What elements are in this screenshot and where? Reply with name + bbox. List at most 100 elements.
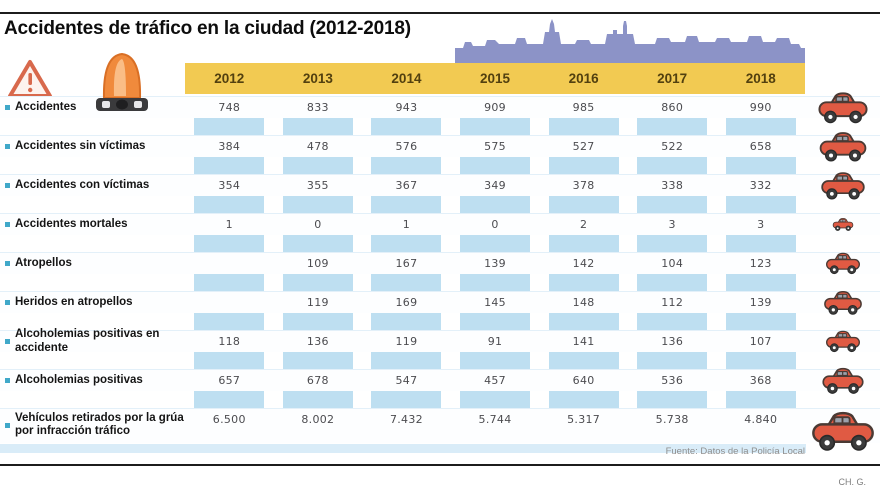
- value-cell: 1: [225, 218, 233, 231]
- value-cell: 527: [572, 140, 595, 153]
- year-column-label: 2014: [391, 71, 422, 86]
- bullet-icon: [5, 222, 10, 227]
- value-cell: 139: [749, 296, 772, 309]
- warning-triangle-icon: [8, 60, 52, 98]
- stripe-block: [460, 313, 530, 330]
- stripe-block: [637, 196, 708, 213]
- stripe-block: [282, 196, 353, 213]
- value-cell: 367: [395, 179, 418, 192]
- row-label-text: Accidentes con víctimas: [15, 178, 150, 191]
- stripe-block: [282, 235, 353, 252]
- value-cell: 136: [661, 335, 684, 348]
- bullet-icon: [5, 144, 10, 149]
- row-label: Alcoholemias positivas: [0, 374, 185, 387]
- value-cell: 657: [218, 374, 241, 387]
- car-icon: [817, 90, 869, 126]
- column-stripe-band: [0, 391, 880, 408]
- bullet-icon: [5, 183, 10, 188]
- value-cell: 355: [306, 179, 329, 192]
- table-row: Heridos en atropellos 119 169 145 148 112 139: [0, 291, 880, 313]
- stripe-block: [548, 274, 619, 291]
- value-cell: 5.317: [567, 413, 601, 426]
- stripe-block: [725, 391, 796, 408]
- car-icon: [820, 170, 866, 202]
- value-cell: 8.002: [301, 413, 335, 426]
- value-cell: 536: [661, 374, 684, 387]
- stripe-block: [725, 157, 796, 174]
- value-cell: 141: [572, 335, 595, 348]
- row-label-text: Accidentes mortales: [15, 217, 128, 230]
- column-stripe-band: [0, 235, 880, 252]
- value-cell: 145: [484, 296, 506, 309]
- stripe-block: [460, 391, 530, 408]
- stripe-block: [548, 118, 619, 135]
- value-cell: 943: [395, 101, 418, 114]
- value-cell: 338: [661, 179, 684, 192]
- car-icon: [810, 409, 876, 454]
- value-cell: [185, 257, 274, 270]
- value-cell: 575: [484, 140, 506, 153]
- value-cell: 860: [661, 101, 684, 114]
- row-label-text: Alcoholemias positivas en accidente: [15, 328, 160, 354]
- stripe-block: [282, 352, 353, 369]
- value-cell: 142: [572, 257, 595, 270]
- value-cell: 107: [749, 335, 772, 348]
- stripe-block: [460, 274, 530, 291]
- stripe-block: [194, 118, 265, 135]
- stripe-block: [548, 157, 619, 174]
- stripe-block: [548, 352, 619, 369]
- stripe-block: [637, 235, 708, 252]
- value-cell: 148: [572, 296, 595, 309]
- value-cell: 3: [668, 218, 676, 231]
- stripe-block: [725, 313, 796, 330]
- car-icon: [825, 329, 861, 354]
- stripe-block: [194, 157, 265, 174]
- row-label: Accidentes sin víctimas: [0, 140, 185, 153]
- year-column-label: 2017: [657, 71, 688, 86]
- bullet-icon: [5, 422, 10, 428]
- value-cell: 985: [572, 101, 595, 114]
- value-cell: 2: [579, 218, 588, 231]
- top-rule: [0, 12, 880, 14]
- stripe-block: [371, 196, 442, 213]
- car-icon: [823, 289, 863, 317]
- stripe-block: [548, 391, 619, 408]
- stripe-block: [194, 196, 265, 213]
- value-cell: 990: [749, 101, 772, 114]
- stripe-block: [282, 391, 353, 408]
- value-cell: 104: [661, 257, 684, 270]
- stripe-block: [637, 313, 708, 330]
- row-label: Alcoholemias positivas en accidente: [0, 328, 185, 354]
- car-icon: [832, 217, 854, 232]
- value-cell: 833: [306, 101, 329, 114]
- row-label: Heridos en atropellos: [0, 296, 185, 309]
- value-cell: 384: [218, 140, 241, 153]
- value-cell: 909: [484, 101, 506, 114]
- row-label: Accidentes: [0, 101, 185, 114]
- value-cell: 0: [491, 218, 499, 231]
- column-stripe-band: [0, 118, 880, 135]
- stripe-block: [194, 391, 265, 408]
- value-cell: 4.840: [744, 413, 778, 426]
- value-cell: 136: [306, 335, 329, 348]
- stripe-block: [371, 313, 442, 330]
- value-cell: 457: [484, 374, 506, 387]
- value-cell: 169: [395, 296, 418, 309]
- bullet-icon: [5, 105, 10, 110]
- source-note: Fuente: Datos de la Policía Local: [665, 446, 805, 457]
- value-cell: 119: [395, 335, 418, 348]
- bullet-icon: [5, 261, 10, 266]
- bullet-icon: [5, 300, 10, 305]
- row-label: Vehículos retirados por la grúa por infr…: [0, 409, 185, 438]
- bullet-icon: [5, 378, 10, 383]
- table-row: Accidentes mortales 1 0 1 0 2 3 3: [0, 213, 880, 235]
- value-cell: 7.432: [389, 413, 423, 426]
- stripe-block: [725, 274, 796, 291]
- table-row: Alcoholemias positivas 657 678 547 457 640 536…: [0, 369, 880, 391]
- value-cell: [185, 296, 274, 309]
- stripe-block: [725, 235, 796, 252]
- row-label-text: Accidentes sin víctimas: [15, 139, 146, 152]
- stripe-block: [371, 118, 442, 135]
- value-cell: 748: [218, 101, 241, 114]
- value-cell: 3: [757, 218, 765, 231]
